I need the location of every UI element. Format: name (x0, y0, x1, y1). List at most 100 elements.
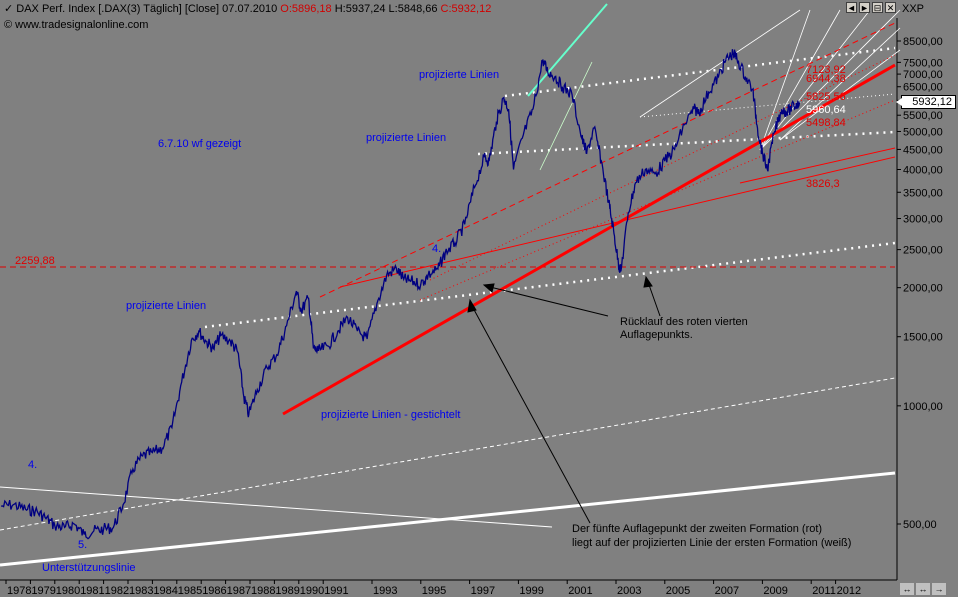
mode-label: [Close] (184, 3, 220, 15)
fan-lines (539, 9, 901, 171)
red-main-trend (282, 63, 896, 416)
close-button[interactable]: ✕ (885, 2, 896, 13)
source-label: © www.tradesignalonline.com (4, 19, 148, 31)
x-tick-label: 1995 (422, 585, 446, 597)
y-tick-label: 1500,00 (903, 332, 943, 344)
y-tick-label: 3500,00 (903, 187, 943, 199)
x-tick-label: 1993 (373, 585, 397, 597)
level-label-5825: 5825,56 (806, 91, 846, 103)
x-tick-label: 1980 (56, 585, 80, 597)
x-tick-label: 2005 (666, 585, 690, 597)
level-label-7123: 7123,92 (806, 64, 846, 76)
close-value: C:5932,12 (440, 3, 492, 15)
note-proj-mid: projizierte Linien (366, 132, 446, 144)
red-thin-trend-2 (739, 147, 896, 184)
restore-button[interactable]: ⊟ (872, 2, 883, 13)
note-retrace-1: Rücklauf des roten vierten (620, 316, 748, 328)
level-label-2259: 2259,88 (15, 255, 55, 267)
x-tick-label: 1979 (31, 585, 55, 597)
note-proj-dashed: projizierte Linien - gestichtelt (321, 409, 460, 421)
x-tick-label: 1991 (324, 585, 348, 597)
open-value: O:5896,18 (280, 3, 332, 15)
x-tick-label: 1981 (80, 585, 104, 597)
y-tick-label: 5500,00 (903, 110, 943, 122)
x-tick-label: 1983 (129, 585, 153, 597)
note-fifth-1: Der fünfte Auflagepunkt der zweiten Form… (572, 523, 822, 535)
x-tick-label: 1997 (471, 585, 495, 597)
x-tick-label: 2012 (837, 585, 861, 597)
chart-title: ✓ DAX Perf. Index [.DAX(3) Täglich] [Clo… (4, 2, 491, 15)
x-tick-label: 1986 (202, 585, 226, 597)
y-tick-label: 8500,00 (903, 36, 943, 48)
note-shown: 6.7.10 wf gezeigt (158, 138, 241, 150)
x-tick-label: 1985 (178, 585, 202, 597)
copyright-icon: © (4, 19, 13, 31)
x-tick-label: 1988 (251, 585, 275, 597)
x-tick-label: 1984 (153, 585, 177, 597)
y-tick-label: 4000,00 (903, 165, 943, 177)
x-tick-label: 2007 (715, 585, 739, 597)
x-tick-label: 2011 (812, 585, 836, 597)
note-wave-4-left: 4. (28, 459, 37, 471)
navigation-buttons: ↔ ↔ → (900, 583, 946, 595)
x-tick-label: 1987 (227, 585, 251, 597)
plot-area (0, 18, 897, 580)
x-tick-label: 1978 (7, 585, 31, 597)
current-price-tag: 5932,12 (896, 95, 956, 109)
x-tick-label: 1990 (300, 585, 324, 597)
y-tick-label: 7000,00 (903, 69, 943, 81)
note-proj-top: projizierte Linien (419, 69, 499, 81)
y-tick-label: 2500,00 (903, 245, 943, 257)
chart-title-bar: ✓ DAX Perf. Index [.DAX(3) Täglich] [Clo… (0, 0, 958, 18)
source-url: www.tradesignalonline.com (15, 19, 149, 31)
y-tick-label: 3000,00 (903, 214, 943, 226)
y-axis-ticks: 8500,007500,007000,006500,006000,005500,… (897, 36, 943, 531)
scroll-right-button[interactable]: ► (859, 2, 870, 13)
window-controls: ◄ ► ⊟ ✕ (846, 2, 896, 13)
x-tick-label: 2003 (617, 585, 641, 597)
note-fifth-2: liegt auf der projizierten Linie der ers… (572, 537, 851, 549)
projected-dotted-4 (639, 93, 896, 118)
projected-line-dashed (0, 377, 896, 531)
x-tick-label: 1982 (105, 585, 129, 597)
x-tick-label: 2001 (568, 585, 592, 597)
level-label-5960: 5960,64 (806, 104, 846, 116)
y-tick-label: 500,00 (903, 519, 937, 531)
scroll-left-button[interactable]: ◄ (846, 2, 857, 13)
scale-label: XXP (902, 3, 925, 15)
annotation-arrows (467, 275, 661, 524)
interval-label: Täglich] (143, 3, 182, 15)
note-support-line: Unterstützungslinie (42, 562, 136, 574)
red-dashed-trend (319, 22, 896, 298)
x-tick-label: 1989 (275, 585, 299, 597)
level-label-6944: 6944,38 (806, 73, 846, 85)
first-formation-line (0, 486, 553, 528)
y-tick-label: 5000,00 (903, 126, 943, 138)
note-wave-5-left: 5. (78, 539, 87, 551)
x-axis-area (0, 580, 897, 597)
expand-button[interactable]: ↔ (916, 583, 930, 595)
note-retrace-2: Auflagepunkts. (620, 329, 693, 341)
date-label: 07.07.2010 (222, 3, 278, 15)
compress-button[interactable]: ↔ (900, 583, 914, 595)
dax-price-line (0, 49, 801, 540)
y-tick-label: 4500,00 (903, 144, 943, 156)
instrument-name: DAX Perf. Index [.DAX(3) (16, 3, 141, 15)
projected-dotted-3 (504, 46, 896, 98)
goto-end-button[interactable]: → (932, 583, 946, 595)
y-tick-label: 6500,00 (903, 82, 943, 94)
red-thin-trend-1 (339, 156, 896, 288)
level-label-3826: 3826,3 (806, 178, 840, 190)
y-tick-label: 7500,00 (903, 57, 943, 69)
x-tick-label: 2009 (763, 585, 787, 597)
note-wave-4-top: 4. (432, 243, 441, 255)
cyan-trend-line (527, 3, 608, 97)
x-tick-label: 1999 (519, 585, 543, 597)
note-proj-left: projizierte Linien (126, 300, 206, 312)
x-axis-ticks: 1978 1979 1980 1981 1982 1983 1984 1985 1986 1987… (5, 580, 861, 597)
level-label-5498: 5498,84 (806, 117, 846, 129)
y-tick-label: 1000,00 (903, 401, 943, 413)
low-value: L:5848,66 (388, 3, 438, 15)
high-value: H:5937,24 (334, 3, 386, 15)
